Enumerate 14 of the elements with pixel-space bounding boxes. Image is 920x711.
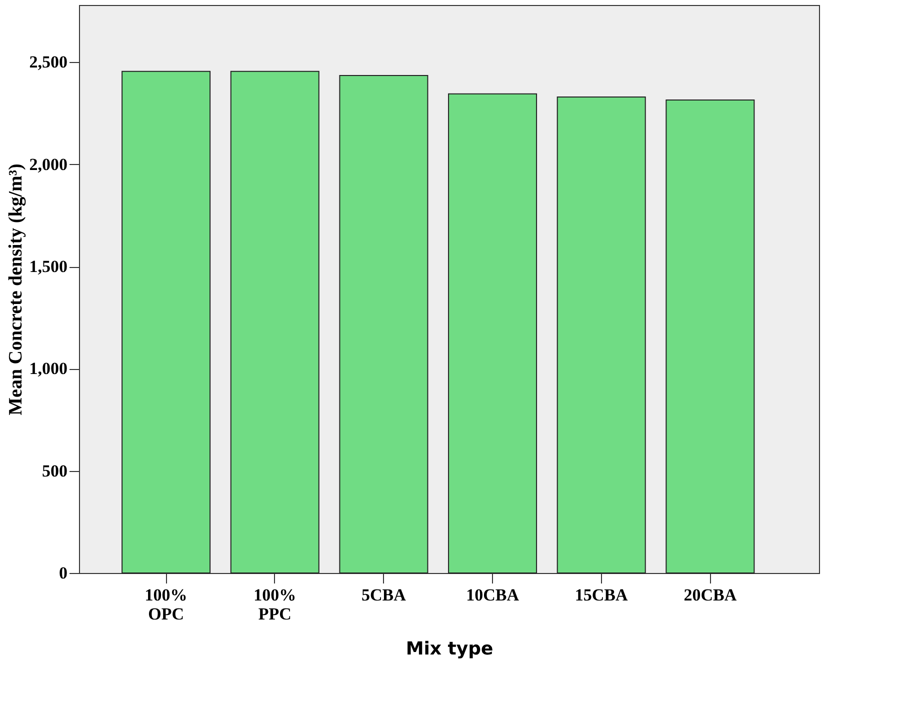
x-tick-label: 10CBA — [466, 586, 520, 604]
y-axis-title: Mean Concrete density (kg/m³) — [5, 164, 26, 416]
x-tick-label: 5CBA — [362, 586, 407, 604]
y-tick-label: 0 — [59, 564, 68, 582]
x-tick-label: 15CBA — [574, 586, 629, 604]
y-tick-label: 2,500 — [29, 52, 68, 72]
x-tick-label: 20CBA — [684, 586, 738, 604]
x-tick-label: 100% OPC — [144, 586, 188, 624]
y-tick-label: 500 — [42, 461, 68, 480]
x-axis-title: Mix type — [406, 638, 494, 660]
y-tick-label: 1,500 — [29, 257, 68, 276]
x-tick-label: 100% PPC — [254, 586, 296, 624]
y-tick-label: 1,000 — [29, 359, 68, 378]
y-tick-label: 2,000 — [29, 154, 68, 174]
